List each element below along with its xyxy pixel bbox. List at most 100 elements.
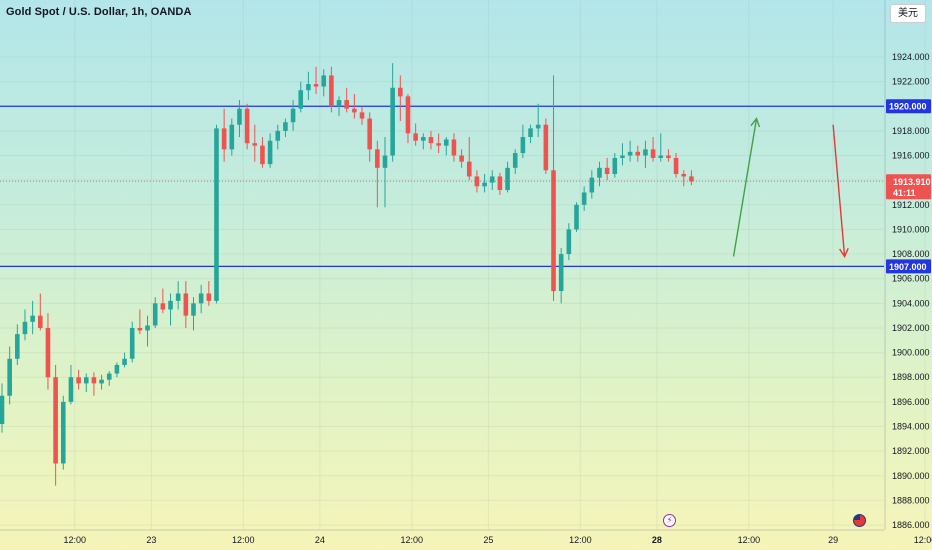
candle bbox=[114, 362, 120, 378]
candle bbox=[436, 133, 441, 154]
x-tick-label: 25 bbox=[483, 535, 493, 545]
x-tick-label: 28 bbox=[652, 535, 662, 545]
candle-body bbox=[689, 176, 694, 182]
x-tick-label: 12:00 bbox=[401, 535, 424, 545]
candle-body bbox=[604, 167, 610, 174]
candle bbox=[658, 133, 664, 162]
y-tick-label: 1906.000 bbox=[892, 274, 930, 284]
candle bbox=[359, 106, 365, 125]
candle-body bbox=[543, 124, 549, 171]
candle-body bbox=[398, 87, 403, 97]
candle-body bbox=[38, 315, 43, 328]
candle-body bbox=[122, 358, 127, 365]
candle bbox=[482, 173, 487, 193]
candle bbox=[53, 364, 58, 486]
y-tick-label: 1886.000 bbox=[892, 520, 930, 530]
candle-body bbox=[505, 167, 510, 190]
candle bbox=[520, 124, 526, 158]
candle-body bbox=[459, 155, 464, 162]
candle bbox=[275, 124, 281, 150]
us-flag-icon[interactable] bbox=[853, 514, 866, 527]
candle bbox=[635, 145, 641, 162]
candle bbox=[290, 100, 296, 131]
candle-body bbox=[137, 327, 143, 331]
candle-body bbox=[466, 161, 472, 177]
candle bbox=[528, 124, 533, 144]
candle bbox=[489, 170, 495, 190]
y-tick-label: 1894.000 bbox=[892, 422, 930, 432]
candle-body bbox=[359, 112, 365, 119]
candle bbox=[673, 153, 679, 178]
candle-body bbox=[375, 149, 380, 168]
y-tick-label: 1904.000 bbox=[892, 298, 930, 308]
bar-countdown-label: 41:11 bbox=[893, 188, 916, 198]
candle-body bbox=[566, 229, 572, 255]
candle bbox=[229, 118, 235, 156]
y-tick-label: 1918.000 bbox=[892, 126, 930, 136]
time-axis[interactable]: 12:00 23 12:00 24 12:00 25 12:00 28 12:00 29 12:00 bbox=[0, 529, 932, 545]
candle-body bbox=[229, 124, 235, 150]
candle bbox=[129, 321, 135, 363]
candle-body bbox=[91, 377, 97, 384]
candle bbox=[298, 81, 304, 113]
candle-body bbox=[681, 173, 687, 177]
candle-body bbox=[627, 151, 633, 156]
y-tick-label: 1922.000 bbox=[892, 77, 930, 87]
candle-body bbox=[367, 118, 372, 150]
candle-body bbox=[482, 182, 487, 187]
x-tick-label: 12:00 bbox=[64, 535, 87, 545]
candle-body bbox=[336, 100, 342, 107]
x-tick-label: 24 bbox=[315, 535, 325, 545]
candle-body bbox=[612, 157, 618, 174]
candle-body bbox=[283, 122, 288, 131]
level-price-label: 1920.000 bbox=[889, 102, 927, 112]
currency-button[interactable]: 美元 bbox=[890, 4, 926, 23]
candle-body bbox=[53, 377, 58, 464]
level-lines bbox=[0, 105, 884, 268]
candle bbox=[581, 186, 587, 211]
candles bbox=[0, 63, 694, 486]
candle bbox=[321, 69, 327, 97]
candle bbox=[375, 140, 380, 208]
current-price-badge bbox=[886, 174, 931, 200]
lightning-icon[interactable]: ⚡ bbox=[663, 514, 676, 527]
candle bbox=[306, 71, 311, 101]
candle bbox=[283, 118, 288, 138]
y-tick-label: 1892.000 bbox=[892, 446, 930, 456]
candle bbox=[344, 87, 349, 113]
candle-body bbox=[597, 167, 602, 178]
x-tick-label: 12:00 bbox=[738, 535, 761, 545]
candle-body bbox=[22, 321, 28, 335]
candle-body bbox=[581, 192, 587, 205]
candle bbox=[168, 293, 173, 326]
candle bbox=[221, 108, 227, 162]
current-price-label: 1913.910 bbox=[893, 177, 931, 187]
candle-body bbox=[129, 327, 135, 359]
y-tick-label: 1916.000 bbox=[892, 151, 930, 161]
candle bbox=[443, 137, 449, 156]
candle bbox=[106, 371, 112, 386]
candle-body bbox=[114, 364, 120, 374]
candle-body bbox=[214, 128, 219, 301]
candle bbox=[413, 123, 418, 146]
candle-body bbox=[260, 145, 265, 165]
level-price-badge bbox=[886, 99, 931, 114]
candle bbox=[367, 112, 372, 162]
candle bbox=[329, 66, 334, 113]
candle bbox=[543, 118, 549, 174]
price-axis[interactable]: 1924.000 1922.000 1920.000 1918.000 1916.000… bbox=[884, 0, 932, 550]
candle-body bbox=[635, 151, 641, 156]
candle-body bbox=[306, 84, 311, 91]
candle-body bbox=[520, 137, 526, 154]
candle bbox=[390, 63, 395, 162]
arrow-head bbox=[750, 117, 761, 128]
candle-body bbox=[436, 143, 441, 146]
candle bbox=[566, 223, 572, 261]
grid bbox=[0, 0, 926, 530]
y-tick-label: 1902.000 bbox=[892, 323, 930, 333]
candle bbox=[313, 66, 319, 94]
projection-arrow-up bbox=[732, 117, 761, 257]
y-tick-label: 1912.000 bbox=[892, 200, 930, 210]
candle-body bbox=[390, 87, 395, 156]
